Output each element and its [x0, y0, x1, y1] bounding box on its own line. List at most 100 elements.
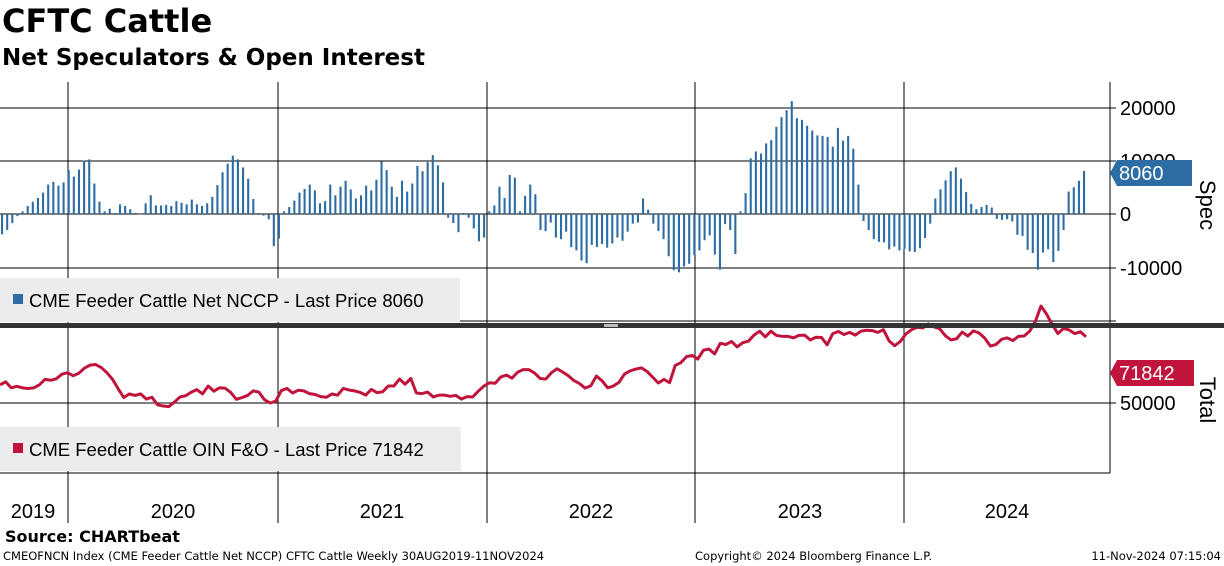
year-label-2020: 2020: [151, 501, 196, 523]
spec-legend: CME Feeder Cattle Net NCCP - Last Price …: [0, 278, 460, 322]
spec-bar: [924, 214, 927, 239]
spec-bar: [1072, 187, 1075, 214]
spec-bar: [1, 214, 4, 235]
spec-tick-label-0: 0: [1120, 204, 1131, 226]
spec-bar: [334, 195, 337, 214]
spec-bar: [852, 148, 855, 214]
spec-bar: [67, 170, 70, 214]
spec-bar: [780, 117, 783, 214]
spec-bar: [349, 189, 352, 214]
spec-bar: [595, 214, 598, 248]
spec-bar: [98, 201, 101, 214]
spec-bar: [688, 214, 691, 264]
spec-bar: [36, 197, 39, 214]
spec-bar: [416, 165, 419, 214]
spec-bar: [426, 162, 429, 214]
spec-bar: [411, 183, 414, 214]
spec-bar: [52, 181, 55, 214]
spec-bar: [549, 214, 552, 223]
spec-bar: [483, 214, 486, 238]
spec-bar: [642, 198, 645, 214]
spec-bar: [421, 171, 424, 214]
spec-bar: [913, 214, 916, 252]
spec-bar: [995, 214, 998, 219]
spec-bar: [93, 183, 96, 214]
spec-bar: [570, 214, 573, 248]
spec-bar: [970, 203, 973, 214]
chart-title: CFTC Cattle: [2, 2, 213, 40]
spec-bar: [318, 203, 322, 214]
spec-bar: [1031, 214, 1034, 254]
spec-bar: [724, 214, 727, 225]
spec-bar: [877, 214, 880, 242]
spec-bar: [385, 170, 388, 214]
spec-last-value: 8060: [1119, 163, 1164, 185]
panel-divider-grip[interactable]: [604, 324, 618, 327]
spec-bar: [816, 135, 819, 214]
spec-bar: [324, 201, 327, 214]
spec-bar: [6, 214, 9, 231]
spec-bar: [252, 199, 255, 214]
spec-bar: [231, 155, 234, 214]
spec-bar: [1021, 214, 1024, 236]
spec-bar: [1011, 214, 1014, 222]
spec-bar: [77, 169, 81, 214]
spec-bar: [242, 167, 245, 214]
spec-bar: [431, 155, 434, 214]
total-legend-text: CME Feeder Cattle OIN F&O - Last Price 7…: [29, 439, 424, 460]
spec-bar: [857, 184, 860, 214]
spec-bar: [795, 118, 798, 214]
spec-bar: [934, 198, 937, 214]
spec-bar: [508, 174, 511, 214]
spec-bar: [600, 214, 604, 244]
spec-bar: [380, 161, 383, 214]
spec-bar: [83, 160, 86, 214]
spec-bar: [539, 214, 542, 231]
spec-bar: [272, 214, 275, 247]
spec-bar: [1006, 214, 1009, 220]
spec-bar: [647, 209, 650, 214]
spec-bar: [498, 186, 501, 215]
spec-bar: [139, 214, 142, 215]
spec-bar: [303, 188, 306, 214]
spec-bar: [785, 110, 788, 214]
spec-bar: [257, 212, 260, 214]
spec-bar: [1083, 170, 1086, 214]
spec-bar: [883, 214, 886, 243]
spec-bar: [836, 127, 839, 214]
total-oi-line: [0, 304, 1087, 409]
spec-bar: [611, 214, 614, 244]
spec-bar: [811, 130, 814, 214]
spec-bar: [790, 101, 793, 214]
spec-bar: [113, 212, 116, 214]
total-legend: CME Feeder Cattle OIN F&O - Last Price 7…: [0, 427, 461, 471]
spec-bar: [754, 151, 757, 214]
spec-bar: [1000, 214, 1004, 220]
spec-bar: [893, 214, 896, 247]
spec-bar: [1041, 214, 1045, 253]
spec-bar: [1052, 214, 1055, 263]
spec-bar: [47, 184, 50, 214]
spec-bar: [985, 204, 988, 214]
spec-bar: [395, 196, 398, 214]
spec-bar: [683, 214, 686, 267]
spec-bar: [216, 185, 219, 214]
spec-bar: [575, 214, 578, 251]
spec-bar: [544, 214, 547, 232]
footer-timestamp: 11-Nov-2024 07:15:04: [1091, 549, 1221, 563]
spec-bar: [534, 194, 537, 214]
total-last-value-tag: [1110, 360, 1194, 386]
spec-bar: [1016, 214, 1019, 235]
spec-bar: [57, 185, 60, 214]
spec-bar: [1062, 214, 1065, 231]
spec-bar: [841, 140, 845, 214]
spec-bar: [221, 172, 224, 214]
spec-bar: [677, 214, 680, 273]
spec-bar: [698, 214, 701, 251]
spec-bar: [636, 214, 639, 223]
spec-bar: [554, 214, 557, 238]
year-label-2024: 2024: [985, 501, 1030, 523]
spec-bar: [954, 167, 957, 214]
spec-bar: [329, 184, 332, 214]
